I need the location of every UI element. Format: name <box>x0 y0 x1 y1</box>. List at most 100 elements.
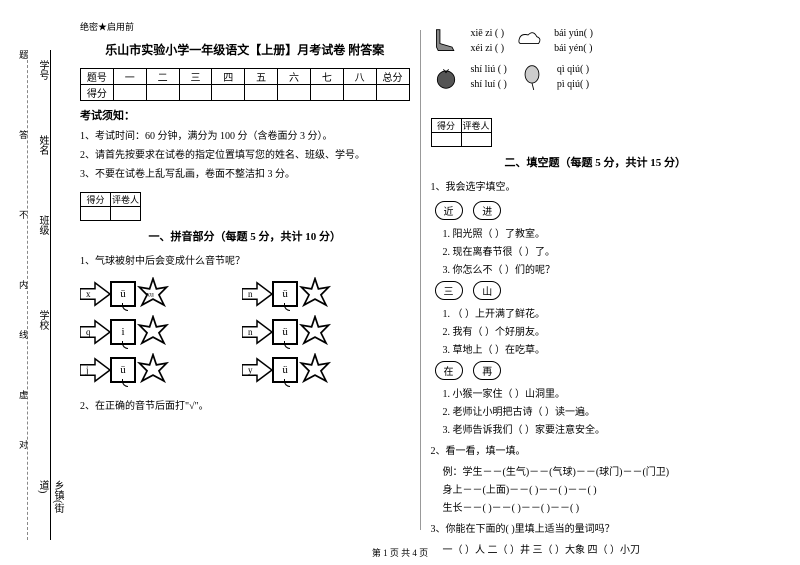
star-icon <box>136 353 170 387</box>
notice-title: 考试须知： <box>80 107 410 123</box>
side-label: 学号 <box>35 60 50 80</box>
char-badge: 再 <box>473 361 501 380</box>
arrow-combo: y ü <box>242 353 400 387</box>
th: 六 <box>278 69 311 85</box>
char-badge: 山 <box>473 281 501 300</box>
fill-line: 3. 你怎么不（ ）们的呢？ <box>443 261 761 276</box>
pinyin-pair: bái yún( )bái yén( ) <box>554 26 593 56</box>
section-score-box: 得分评卷人 <box>80 192 141 221</box>
pinyin-pair: qì qiú( )pì qiú( ) <box>557 62 589 92</box>
th: 总分 <box>376 69 409 85</box>
exam-title: 乐山市实验小学一年级语文【上册】月考试卷 附答案 <box>80 41 410 58</box>
arrow-icon: j <box>80 357 110 383</box>
th: 题号 <box>81 69 114 85</box>
arrow-icon: y <box>242 357 272 383</box>
fill-line: 身上－－(上面)－－( )－－( )－－( ) <box>443 481 761 496</box>
notice-item: 2、请首先按要求在试卷的指定位置填写您的姓名、班级、学号。 <box>80 146 410 161</box>
question-s2-2: 2、看一看，填一填。 <box>431 442 761 457</box>
fill-line: 1. 小猴一家住（ ）山洞里。 <box>443 385 761 400</box>
section-score-box: 得分评卷人 <box>431 118 492 147</box>
star-icon <box>136 315 170 349</box>
th: 三 <box>179 69 212 85</box>
balloon-letter: ü <box>272 281 298 307</box>
section2-title: 二、填空题（每题 5 分，共计 15 分） <box>431 154 761 170</box>
vertical-line <box>50 50 51 540</box>
example-line: 例：学生－－(生气)－－(气球)－－(球门)－－(门卫) <box>443 463 761 478</box>
th: 八 <box>343 69 376 85</box>
char-badge: 三 <box>435 281 463 300</box>
notice-item: 3、不要在试卷上乱写乱画，卷面不整洁扣 3 分。 <box>80 165 410 180</box>
star-icon <box>298 353 332 387</box>
score-table: 题号 一 二 三 四 五 六 七 八 总分 得分 <box>80 68 410 101</box>
fill-line: 1. （ ）上开满了鲜花。 <box>443 305 761 320</box>
fill-line: 3. 老师告诉我们（ ）家要注意安全。 <box>443 421 761 436</box>
question-s2-3: 3、你能在下面的( )里填上适当的量词吗？ <box>431 520 761 535</box>
fill-line: 2. 老师让小明把古诗（ ）读一遍。 <box>443 403 761 418</box>
score-label: 得分 <box>81 193 111 207</box>
left-column: 绝密★启用前 乐山市实验小学一年级语文【上册】月考试卷 附答案 题号 一 二 三… <box>70 20 420 540</box>
balloon-letter: ü <box>272 357 298 383</box>
pinyin-pair: shí liú ( )shí luí ( ) <box>471 62 507 92</box>
fill-line: 2. 我有（ ）个好朋友。 <box>443 323 761 338</box>
fill-line: 2. 现在离春节很（ ）了。 <box>443 243 761 258</box>
dashed-line <box>27 50 28 540</box>
char-badge: 进 <box>473 201 501 220</box>
boot-icon <box>431 28 461 54</box>
svg-text:n: n <box>248 289 253 299</box>
question-2: 2、在正确的音节后面打"√"。 <box>80 397 410 412</box>
page-footer: 第 1 页 共 4 页 <box>0 546 800 559</box>
star-icon: xu <box>136 277 170 311</box>
pomegranate-icon <box>431 64 461 90</box>
side-label: 姓名 <box>35 135 50 155</box>
line-label: 内 <box>17 280 30 289</box>
line-label: 虚 <box>17 390 30 399</box>
arrow-icon: n <box>242 281 272 307</box>
section1-title: 一、拼音部分（每题 5 分，共计 10 分） <box>80 228 410 244</box>
pinyin-grid: x ü xu n ü q i n ü j ü <box>80 277 410 387</box>
grader-label: 评卷人 <box>461 119 491 133</box>
svg-text:y: y <box>248 365 253 375</box>
balloon-letter: ü <box>272 319 298 345</box>
balloon-letter: ü <box>110 357 136 383</box>
th: 四 <box>212 69 245 85</box>
arrow-combo: x ü xu <box>80 277 238 311</box>
arrow-icon: x <box>80 281 110 307</box>
pinyin-item-row: xiē zi ( )xéi zi ( ) bái yún( )bái yén( … <box>431 26 761 56</box>
notice-item: 1、考试时间：60 分钟，满分为 100 分（含卷面分 3 分）。 <box>80 127 410 142</box>
arrow-icon: q <box>80 319 110 345</box>
right-column: xiē zi ( )xéi zi ( ) bái yún( )bái yén( … <box>421 20 771 540</box>
star-icon <box>298 277 332 311</box>
badge-group: 在 再 <box>431 359 761 382</box>
confidential-label: 绝密★启用前 <box>80 20 410 33</box>
svg-text:q: q <box>86 327 91 337</box>
balloon-icon <box>517 64 547 90</box>
line-label: 对 <box>17 440 30 449</box>
side-label: 班级 <box>35 215 50 235</box>
badge-group: 三 山 <box>431 279 761 302</box>
cloud-icon <box>514 28 544 54</box>
question-1: 1、气球被射中后会变成什么音节呢？ <box>80 252 410 267</box>
th: 二 <box>146 69 179 85</box>
fill-line: 生长－－( )－－( )－－( )－－( ) <box>443 499 761 514</box>
pinyin-item-row: shí liú ( )shí luí ( ) qì qiú( )pì qiú( … <box>431 62 761 92</box>
svg-text:x: x <box>86 289 91 299</box>
line-label: 答 <box>17 130 30 139</box>
arrow-combo: n ü <box>242 315 400 349</box>
score-label: 得分 <box>431 119 461 133</box>
side-binding-labels: 学号 姓名 班级 学校 乡镇(街道) 题 答 不 内 线 虚 对 <box>5 20 55 520</box>
th: 七 <box>310 69 343 85</box>
side-label: 学校 <box>35 310 50 330</box>
svg-text:n: n <box>248 327 253 337</box>
balloon-letter: i <box>110 319 136 345</box>
th: 五 <box>245 69 278 85</box>
grader-label: 评卷人 <box>111 193 141 207</box>
row-label: 得分 <box>81 85 114 101</box>
char-badge: 近 <box>435 201 463 220</box>
char-badge: 在 <box>435 361 463 380</box>
svg-text:j: j <box>85 365 89 375</box>
star-icon <box>298 315 332 349</box>
arrow-icon: n <box>242 319 272 345</box>
line-label: 题 <box>17 50 30 59</box>
arrow-combo: j ü <box>80 353 238 387</box>
fill-line: 3. 草地上（ ）在吃草。 <box>443 341 761 356</box>
